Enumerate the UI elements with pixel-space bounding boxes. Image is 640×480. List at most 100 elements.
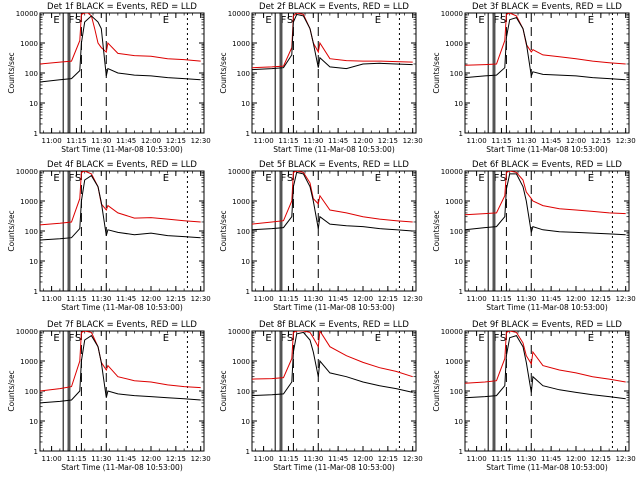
y-tick-label: 100 (25, 70, 38, 78)
x-tick-label: 12:00 (566, 295, 586, 303)
event-marker-label: E (588, 15, 594, 26)
plot-frame (464, 170, 630, 292)
x-tick-label: 12:15 (591, 137, 611, 145)
y-tick-label: 1000 (20, 40, 38, 48)
x-tick-label: 12:30 (616, 455, 636, 463)
y-tick-label: 100 (450, 70, 463, 78)
event-marker-label: F (494, 333, 500, 344)
event-marker-label: E (265, 173, 271, 184)
y-tick-label: 1 (34, 288, 38, 296)
x-tick-label: 11:45 (541, 455, 561, 463)
x-tick-label: 11:30 (303, 137, 323, 145)
chart-title: Det 9f BLACK = Events, RED = LLD (472, 320, 622, 330)
x-tick-label: 11:30 (91, 455, 111, 463)
y-axis-label: Counts/sec (219, 210, 228, 251)
chart-title: Det 2f BLACK = Events, RED = LLD (259, 2, 409, 12)
y-tick-label: 10000 (16, 328, 38, 336)
y-tick-label: 100 (450, 388, 463, 396)
series-line-lld (465, 13, 626, 66)
y-tick-label: 1 (459, 448, 463, 456)
chart-title: Det 5f BLACK = Events, RED = LLD (259, 160, 409, 170)
x-tick-label: 11:45 (116, 137, 136, 145)
series-line-lld (252, 13, 413, 69)
x-tick-label: 12:00 (353, 295, 373, 303)
event-marker-label: E (375, 15, 381, 26)
x-axis-label: Start Time (11-Mar-08 10:53:00) (273, 303, 395, 312)
chart-panel-9: Det 9f BLACK = Events, RED = LLD 1 10 100 10… (432, 320, 636, 472)
x-axis-label: Start Time (11-Mar-08 10:53:00) (61, 463, 183, 472)
y-tick-label: 10000 (228, 10, 250, 18)
series-line-events (252, 13, 413, 71)
chart-title: Det 1f BLACK = Events, RED = LLD (47, 2, 197, 12)
chart-panel-5: Det 5f BLACK = Events, RED = LLD 1 10 100 10… (219, 160, 423, 312)
x-tick-label: 11:00 (42, 295, 62, 303)
series-group (252, 331, 413, 397)
event-marker-label: E (375, 173, 381, 184)
y-tick-label: 10 (454, 418, 463, 426)
y-tick-label: 100 (237, 228, 250, 236)
event-marker-label: F (494, 173, 500, 184)
event-marker-label: S (500, 173, 506, 184)
x-axis-label: Start Time (11-Mar-08 10:53:00) (486, 303, 608, 312)
x-tick-label: 11:15 (278, 455, 298, 463)
series-line-events (465, 17, 626, 81)
chart-panel-3: Det 3f BLACK = Events, RED = LLD 1 10 100 10… (432, 2, 636, 154)
event-marker-label: S (75, 333, 81, 344)
plot-frame (251, 12, 417, 134)
plot-frame (39, 330, 205, 452)
x-tick-label: 11:30 (516, 455, 536, 463)
x-tick-label: 12:30 (191, 455, 211, 463)
x-tick-label: 11:45 (328, 137, 348, 145)
y-tick-label: 1000 (20, 198, 38, 206)
plot-frame (39, 12, 205, 134)
series-line-lld (252, 171, 413, 225)
x-tick-label: 11:15 (66, 137, 86, 145)
series-line-events (40, 15, 201, 83)
y-tick-label: 10000 (16, 10, 38, 18)
plot-frame (39, 170, 205, 292)
event-marker-label: F (69, 15, 75, 26)
x-tick-label: 11:15 (491, 295, 511, 303)
y-axis-label: Counts/sec (432, 52, 441, 93)
event-marker-label: E (375, 333, 381, 344)
x-axis-label: Start Time (11-Mar-08 10:53:00) (61, 303, 183, 312)
y-axis-label: Counts/sec (219, 370, 228, 411)
x-tick-label: 11:45 (328, 295, 348, 303)
series-line-lld (40, 171, 201, 226)
x-tick-label: 12:00 (141, 295, 161, 303)
x-tick-label: 11:00 (42, 455, 62, 463)
y-tick-label: 10 (241, 258, 250, 266)
y-tick-label: 10000 (441, 328, 463, 336)
x-tick-label: 12:15 (166, 137, 186, 145)
event-marker-label: E (53, 333, 59, 344)
y-tick-label: 10000 (16, 168, 38, 176)
y-tick-label: 10 (29, 100, 38, 108)
y-tick-label: 1000 (232, 198, 250, 206)
event-marker-label: E (588, 173, 594, 184)
event-marker-label: E (163, 15, 169, 26)
x-tick-label: 11:15 (491, 455, 511, 463)
x-tick-label: 11:45 (541, 137, 561, 145)
y-tick-label: 1 (34, 448, 38, 456)
event-marker-label: F (494, 15, 500, 26)
x-tick-label: 12:15 (166, 295, 186, 303)
event-marker-label: F (281, 15, 287, 26)
y-axis-label: Counts/sec (7, 52, 16, 93)
event-marker-label: S (287, 333, 293, 344)
y-tick-label: 10 (241, 100, 250, 108)
y-axis-label: Counts/sec (7, 370, 16, 411)
event-marker-label: S (75, 173, 81, 184)
chart-panel-1: Det 1f BLACK = Events, RED = LLD 1 10 100 10… (7, 2, 211, 154)
series-line-lld (252, 331, 413, 380)
y-axis-label: Counts/sec (432, 370, 441, 411)
x-tick-label: 11:30 (91, 137, 111, 145)
x-tick-label: 11:45 (116, 455, 136, 463)
x-tick-label: 11:00 (254, 455, 274, 463)
x-tick-label: 12:30 (403, 455, 423, 463)
y-tick-label: 10 (454, 100, 463, 108)
event-marker-label: E (265, 333, 271, 344)
x-tick-label: 11:45 (328, 455, 348, 463)
chart-title: Det 8f BLACK = Events, RED = LLD (259, 320, 409, 330)
series-group (465, 13, 626, 81)
x-tick-label: 12:00 (141, 137, 161, 145)
